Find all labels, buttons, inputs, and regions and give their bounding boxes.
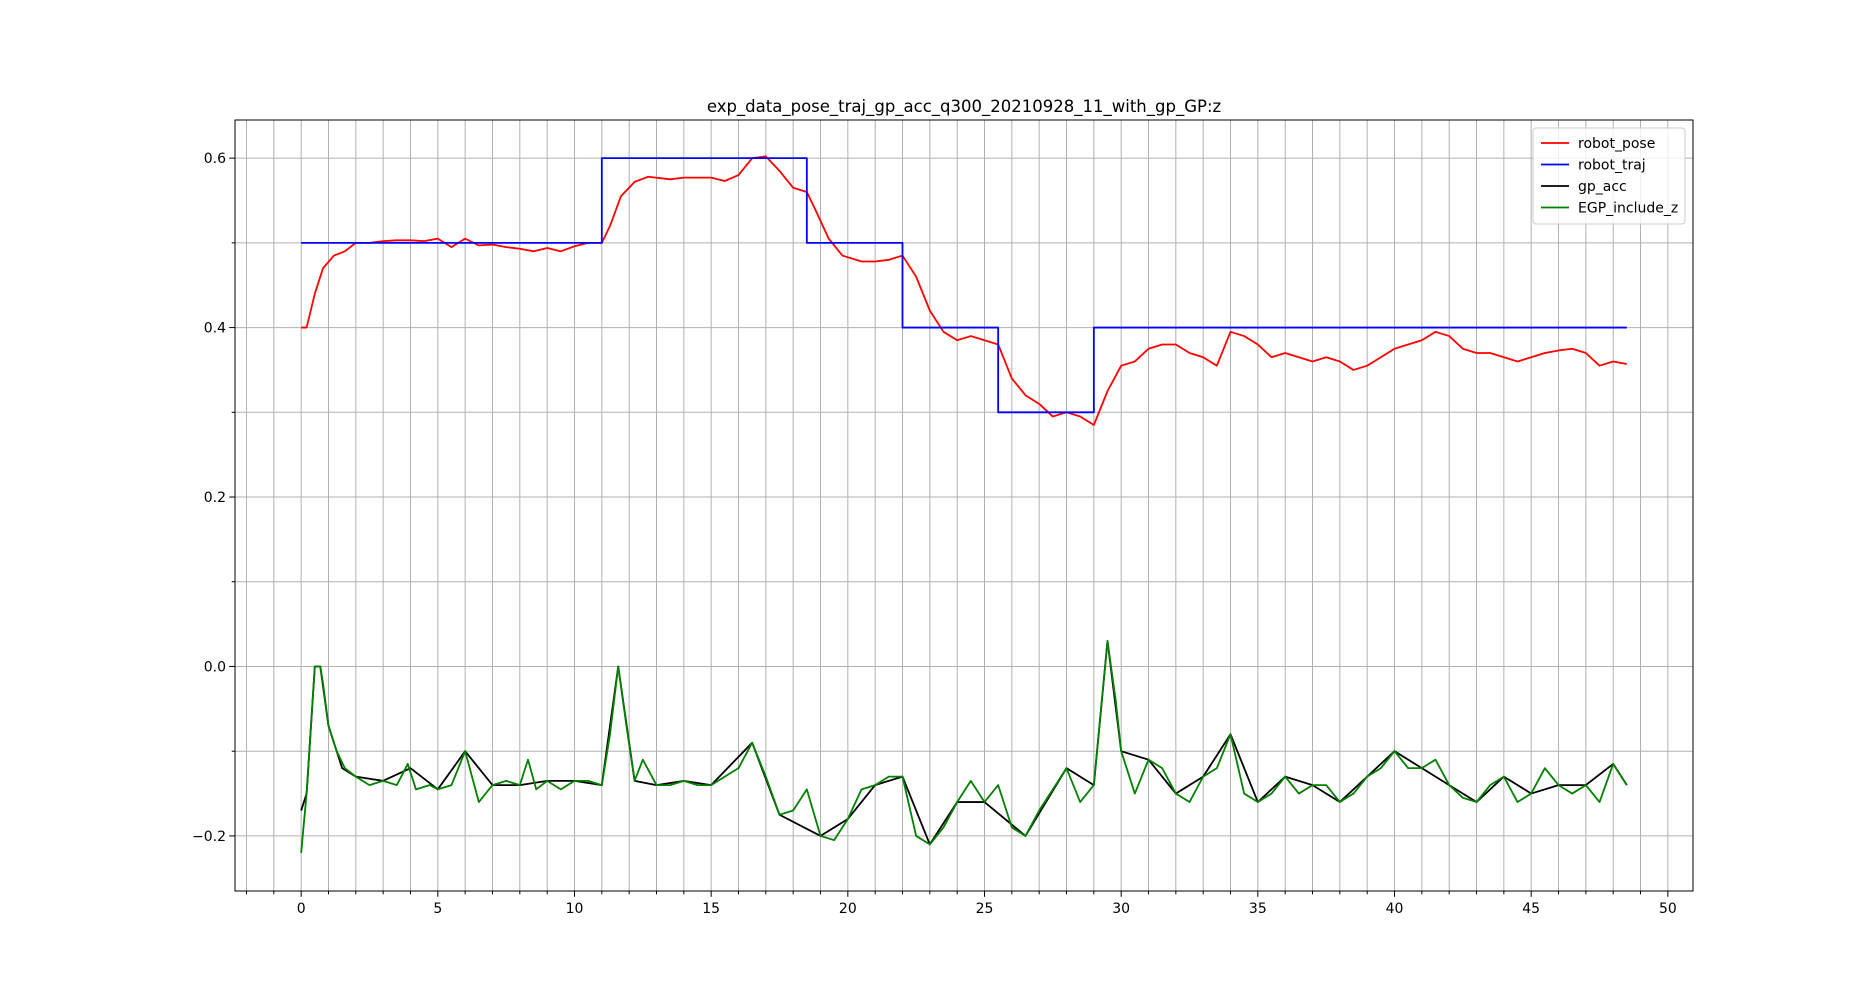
legend-label: robot_traj — [1578, 158, 1646, 174]
x-tick-label: 5 — [433, 901, 442, 917]
x-tick-label: 10 — [566, 901, 584, 917]
plot-frame — [234, 119, 1694, 892]
y-tick-label: 0.0 — [204, 659, 226, 675]
legend-label: robot_pose — [1578, 136, 1655, 152]
legend-label: gp_acc — [1578, 179, 1627, 195]
series-line — [301, 155, 1628, 426]
legend-box — [1532, 127, 1686, 225]
x-tick-label: 45 — [1522, 901, 1540, 917]
y-tick-label: 0.4 — [204, 321, 226, 337]
x-tick-label: 25 — [976, 901, 994, 917]
x-tick-label: 35 — [1249, 901, 1267, 917]
series-line — [300, 640, 1628, 846]
y-tick-label: 0.6 — [204, 151, 226, 167]
y-tick-label: −0.2 — [192, 829, 226, 845]
x-tick-label: 0 — [297, 901, 306, 917]
chart-title: exp_data_pose_traj_gp_acc_q300_20210928_… — [707, 97, 1221, 117]
series-line — [301, 157, 1627, 414]
x-tick-label: 30 — [1112, 901, 1130, 917]
legend-label: EGP_include_z — [1578, 201, 1678, 217]
x-tick-label: 40 — [1386, 901, 1404, 917]
series-line — [300, 640, 1628, 853]
x-tick-label: 20 — [839, 901, 857, 917]
y-tick-label: 0.2 — [204, 490, 226, 506]
x-tick-label: 15 — [702, 901, 720, 917]
x-tick-label: 50 — [1659, 901, 1677, 917]
